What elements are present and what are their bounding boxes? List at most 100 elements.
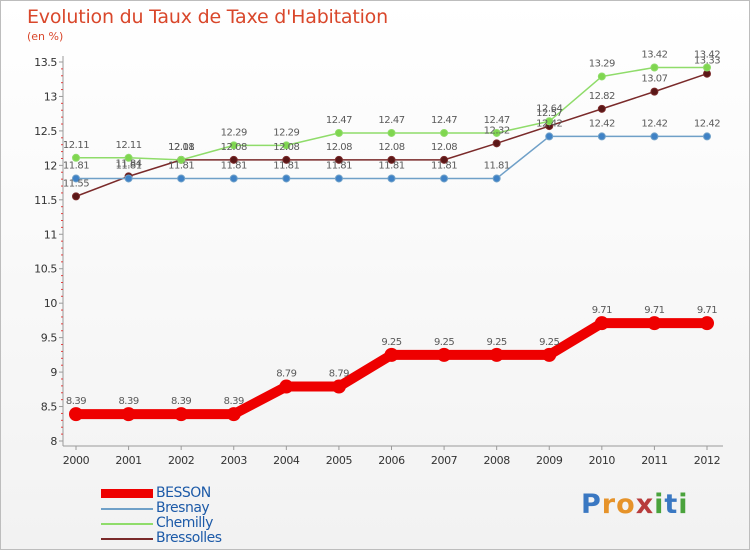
data-label-bressolles: 11.55 xyxy=(63,178,89,189)
legend-item-bressolles: Bressolles xyxy=(101,530,261,546)
data-point-chemilly xyxy=(387,128,396,137)
y-tick-label: 12.5 xyxy=(34,125,57,138)
data-label-bresnay: 11.81 xyxy=(63,160,89,171)
data-label-bresnay: 11.81 xyxy=(273,160,299,171)
data-point-besson xyxy=(489,347,504,362)
data-label-chemilly: 12.47 xyxy=(484,115,510,126)
x-tick-label: 2010 xyxy=(589,454,616,467)
data-point-bresnay xyxy=(492,174,501,183)
data-label-chemilly: 12.29 xyxy=(273,127,299,138)
data-point-chemilly xyxy=(229,141,238,150)
data-point-bressolles xyxy=(492,139,501,148)
data-label-besson: 9.25 xyxy=(487,337,507,348)
y-tick-label: 11.5 xyxy=(34,194,57,207)
data-label-chemilly: 12.47 xyxy=(378,115,404,126)
data-label-besson: 8.79 xyxy=(276,369,296,380)
data-point-besson xyxy=(226,407,241,422)
data-label-besson: 9.25 xyxy=(434,337,454,348)
data-label-chemilly: 12.64 xyxy=(536,103,562,114)
data-label-besson: 9.71 xyxy=(697,305,717,316)
data-label-bresnay: 11.81 xyxy=(221,160,247,171)
x-tick-label: 2001 xyxy=(115,454,141,467)
legend-label: Chemilly xyxy=(156,515,213,531)
legend-item-chemilly: Chemilly xyxy=(101,515,261,531)
data-label-besson: 8.39 xyxy=(118,396,138,407)
data-point-chemilly xyxy=(492,128,501,137)
data-point-chemilly xyxy=(282,141,291,150)
data-label-bressolles: 12.08 xyxy=(431,142,457,153)
data-point-besson xyxy=(174,407,189,422)
y-tick-label: 12 xyxy=(44,159,57,172)
data-label-bressolles: 11.84 xyxy=(116,158,142,169)
data-label-chemilly: 12.47 xyxy=(326,115,352,126)
legend-swatch xyxy=(101,523,153,525)
data-label-chemilly: 12.11 xyxy=(63,140,89,151)
x-tick-label: 2004 xyxy=(273,454,300,467)
data-label-bressolles: 12.08 xyxy=(378,142,404,153)
brand-letter: r xyxy=(601,489,617,520)
data-label-bressolles: 12.08 xyxy=(273,142,299,153)
brand-letter: o xyxy=(616,489,636,520)
chart-title: Evolution du Taux de Taxe d'Habitation xyxy=(27,6,388,28)
data-point-besson xyxy=(594,316,609,331)
data-point-bresnay xyxy=(545,132,554,141)
data-point-chemilly xyxy=(440,128,449,137)
y-tick-label: 8.5 xyxy=(41,401,58,414)
data-point-bresnay xyxy=(282,174,291,183)
y-tick-label: 8 xyxy=(50,435,57,448)
data-point-bresnay xyxy=(597,132,606,141)
data-label-besson: 9.71 xyxy=(644,305,664,316)
data-label-chemilly: 13.42 xyxy=(641,50,667,61)
data-label-bressolles: 12.11 xyxy=(168,142,194,153)
data-label-bresnay: 11.81 xyxy=(378,160,404,171)
legend-item-bresnay: Bresnay xyxy=(101,500,261,516)
brand-logo: Proxiti xyxy=(581,489,689,520)
data-point-chemilly xyxy=(597,72,606,81)
data-label-chemilly: 13.42 xyxy=(694,50,720,61)
data-label-chemilly: 13.29 xyxy=(589,58,615,69)
data-point-bresnay xyxy=(334,174,343,183)
data-point-bressolles xyxy=(282,155,291,164)
data-point-besson xyxy=(69,407,83,422)
data-point-bresnay xyxy=(124,174,133,183)
x-tick-label: 2012 xyxy=(694,454,720,467)
legend-label: Bressolles xyxy=(156,530,222,546)
data-point-bressolles xyxy=(387,155,396,164)
y-tick-label: 11 xyxy=(44,228,57,241)
data-label-chemilly: 12.11 xyxy=(116,140,142,151)
data-label-besson: 9.25 xyxy=(539,337,559,348)
x-tick-label: 2011 xyxy=(641,454,667,467)
data-label-bressolles: 12.08 xyxy=(221,142,247,153)
legend-swatch xyxy=(101,538,153,540)
legend-swatch xyxy=(101,489,153,498)
data-label-bresnay: 12.42 xyxy=(589,118,615,129)
chart-unit: (en %) xyxy=(27,30,64,43)
data-point-chemilly xyxy=(703,63,711,72)
data-label-bresnay: 11.81 xyxy=(431,160,457,171)
x-tick-label: 2005 xyxy=(326,454,353,467)
data-point-chemilly xyxy=(124,153,133,162)
data-point-besson xyxy=(331,379,346,394)
brand-letter: i xyxy=(678,489,689,520)
y-tick-label: 10 xyxy=(44,297,58,310)
data-point-besson xyxy=(121,407,136,422)
y-tick-label: 13.5 xyxy=(34,56,57,69)
x-tick-label: 2009 xyxy=(536,454,563,467)
data-label-besson: 9.25 xyxy=(381,337,401,348)
data-label-bresnay: 11.81 xyxy=(116,160,142,171)
legend-item-besson: BESSON xyxy=(101,485,261,501)
legend: BESSON Bresnay Chemilly Bressolles xyxy=(101,485,261,546)
legend-label: BESSON xyxy=(156,485,211,501)
data-label-bressolles: 12.57 xyxy=(536,108,562,119)
data-label-chemilly: 12.29 xyxy=(221,127,247,138)
data-point-bresnay xyxy=(72,174,80,183)
data-label-bressolles: 13.33 xyxy=(694,56,720,67)
data-label-chemilly: 12.47 xyxy=(431,115,457,126)
data-point-besson xyxy=(279,379,294,394)
data-label-bresnay: 12.42 xyxy=(694,118,720,129)
data-point-bresnay xyxy=(440,174,449,183)
data-point-bressolles xyxy=(72,192,80,201)
brand-letter: P xyxy=(581,489,602,520)
data-label-besson: 8.39 xyxy=(224,396,244,407)
data-point-bressolles xyxy=(650,87,659,96)
